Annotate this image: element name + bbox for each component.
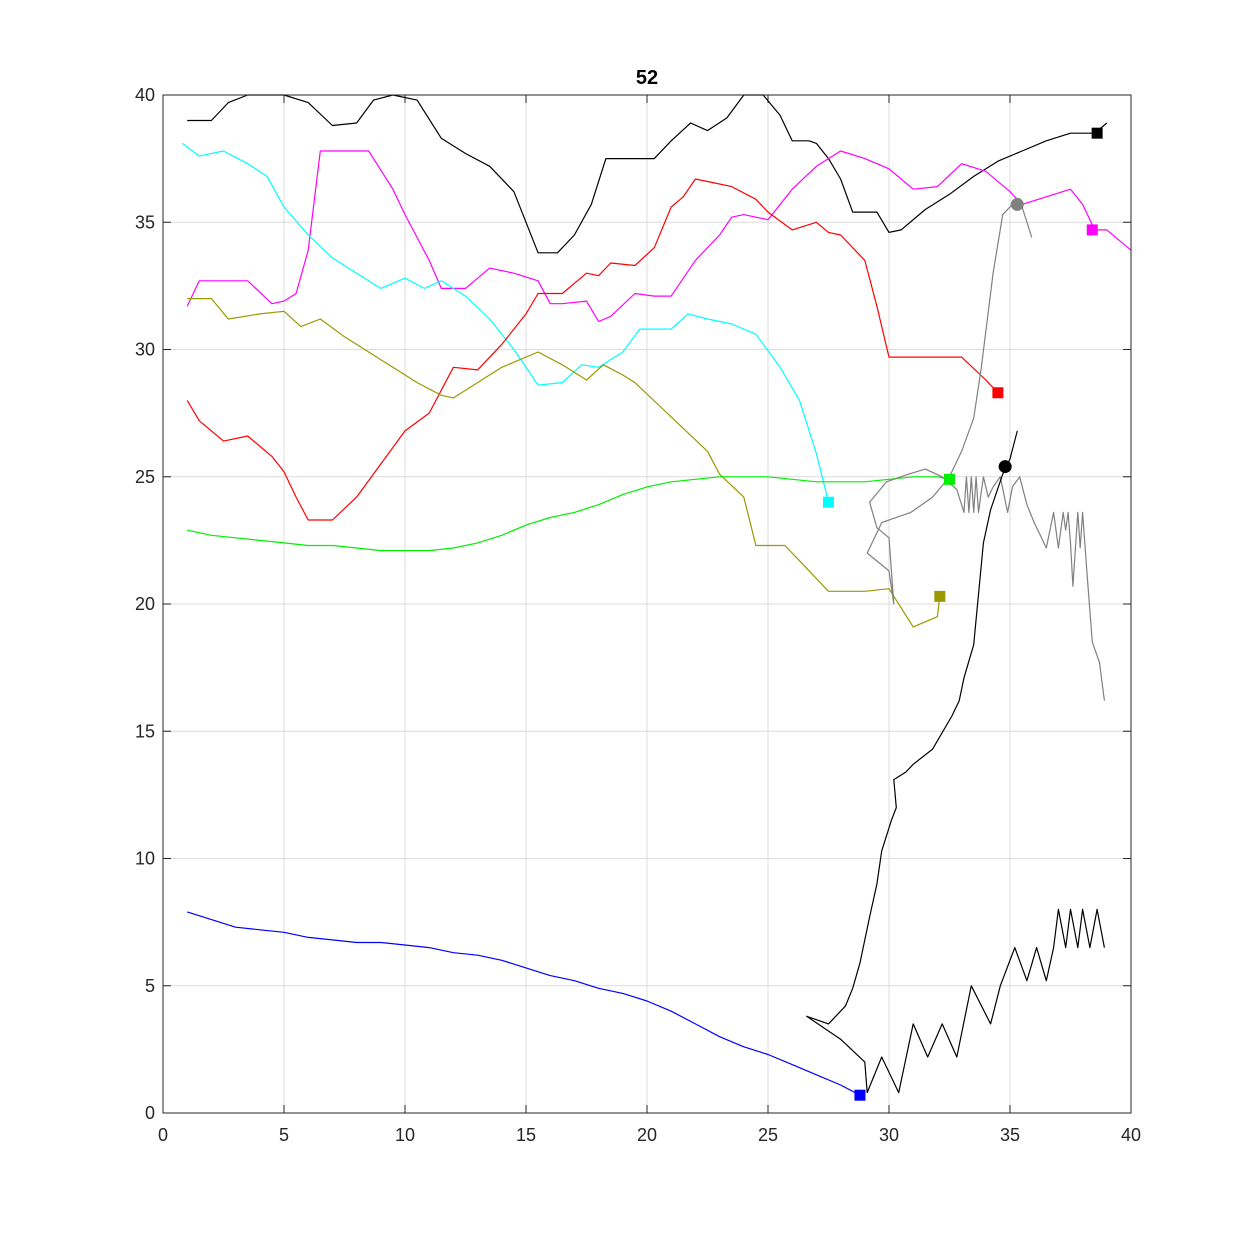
x-tick-label: 5 [279,1125,289,1145]
y-axis: 0 5 10 15 20 25 30 35 40 [135,85,1131,1123]
y-tick-label: 40 [135,85,155,105]
series-line-1 [187,94,1108,254]
y-tick-label: 20 [135,594,155,614]
series-line-2 [186,150,1132,323]
y-tick-label: 30 [135,340,155,360]
square-marker-7 [854,1089,866,1101]
x-tick-label: 15 [516,1125,536,1145]
square-marker-4 [823,496,834,508]
chart-title: 52 [636,67,658,89]
square-marker-6 [934,590,946,602]
circle-marker-9 [998,460,1012,474]
x-tick-label: 40 [1121,1125,1141,1145]
circle-marker-8 [1010,197,1024,211]
y-tick-label: 15 [135,721,155,741]
series-line-5 [187,298,941,628]
series-line-9 [806,430,1105,1094]
marker-layer [823,127,1103,1101]
y-tick-label: 25 [135,467,155,487]
x-tick-label: 25 [758,1125,778,1145]
square-marker-1 [1091,127,1103,139]
square-marker-2 [1086,224,1098,236]
series-line-3 [182,142,830,503]
y-tick-label: 5 [145,976,155,996]
x-tick-label: 20 [637,1125,657,1145]
series-line-4 [186,178,999,521]
grid-lines [163,95,1131,1113]
square-marker-5 [944,473,955,485]
y-tick-label: 10 [135,849,155,869]
x-tick-label: 0 [158,1125,168,1145]
series-line-7 [187,911,861,1096]
x-tick-label: 10 [395,1125,415,1145]
series-layer [182,94,1132,1096]
series-line-6 [187,476,950,552]
series-line-8 [866,201,1105,701]
plot-border [162,94,1132,1114]
y-tick-label: 35 [135,212,155,232]
x-tick-label: 35 [1000,1125,1020,1145]
square-marker-3 [992,387,1004,399]
x-tick-label: 30 [879,1125,899,1145]
y-tick-label: 0 [145,1103,155,1123]
